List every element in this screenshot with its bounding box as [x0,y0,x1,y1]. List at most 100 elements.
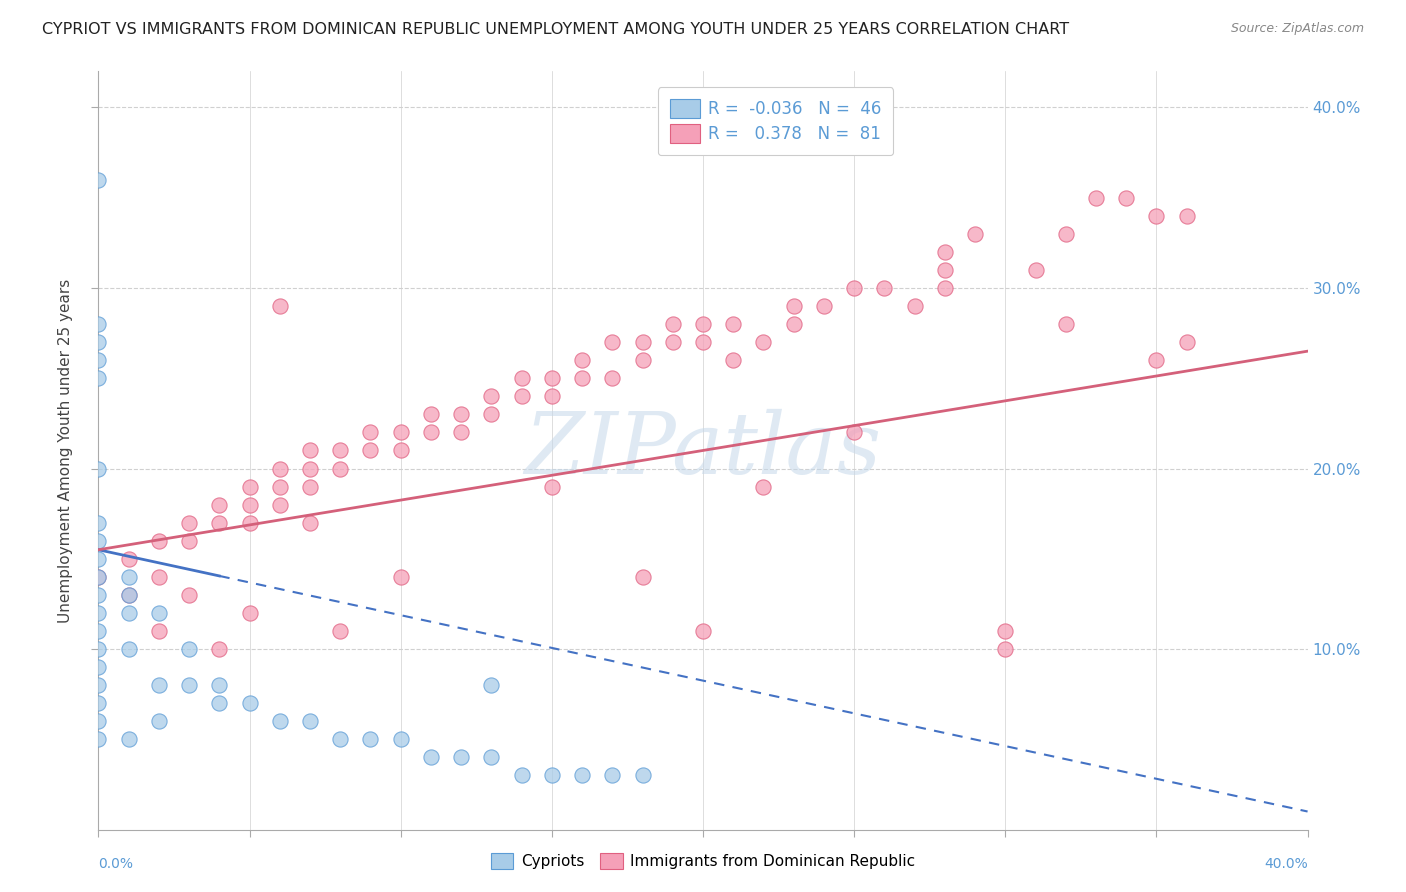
Point [1054,227,1077,241]
Point [783,299,806,313]
Point [510,768,533,782]
Point [450,408,472,422]
Point [87,570,110,584]
Point [481,408,503,422]
Point [510,389,533,403]
Point [118,606,141,620]
Point [873,281,896,295]
Point [360,732,382,747]
Point [118,570,141,584]
Point [87,696,110,710]
Point [481,678,503,692]
Point [510,371,533,385]
Point [179,588,201,602]
Point [844,281,866,295]
Point [450,750,472,764]
Point [148,678,170,692]
Point [87,606,110,620]
Point [208,516,231,530]
Point [269,299,291,313]
Point [1144,353,1167,368]
Point [631,768,654,782]
Point [148,714,170,729]
Point [87,624,110,638]
Point [118,732,141,747]
Point [420,425,443,440]
Point [299,461,322,475]
Point [87,714,110,729]
Legend: Cypriots, Immigrants from Dominican Republic: Cypriots, Immigrants from Dominican Repu… [485,847,921,875]
Point [329,443,352,458]
Point [360,425,382,440]
Point [118,642,141,657]
Point [299,443,322,458]
Point [208,696,231,710]
Point [1115,191,1137,205]
Point [692,335,714,350]
Text: 0.0%: 0.0% [98,857,134,871]
Point [239,516,262,530]
Point [934,281,956,295]
Point [965,227,987,241]
Point [87,371,110,385]
Point [179,533,201,548]
Point [87,461,110,475]
Point [602,371,624,385]
Point [87,516,110,530]
Text: 40.0%: 40.0% [1264,857,1308,871]
Point [661,317,683,331]
Point [239,498,262,512]
Point [571,768,593,782]
Point [813,299,835,313]
Point [87,172,110,186]
Point [723,353,745,368]
Point [148,624,170,638]
Point [148,533,170,548]
Point [994,624,1017,638]
Point [179,678,201,692]
Point [661,335,683,350]
Point [723,317,745,331]
Point [481,389,503,403]
Point [844,425,866,440]
Point [631,353,654,368]
Point [269,461,291,475]
Legend: R =  -0.036   N =  46, R =   0.378   N =  81: R = -0.036 N = 46, R = 0.378 N = 81 [658,87,893,155]
Point [1175,209,1198,223]
Point [87,660,110,674]
Text: Source: ZipAtlas.com: Source: ZipAtlas.com [1230,22,1364,36]
Point [208,498,231,512]
Point [269,479,291,493]
Point [540,389,562,403]
Point [934,244,956,259]
Point [540,371,562,385]
Point [1175,335,1198,350]
Y-axis label: Unemployment Among Youth under 25 years: Unemployment Among Youth under 25 years [58,278,73,623]
Point [269,498,291,512]
Point [692,624,714,638]
Text: ZIPatlas: ZIPatlas [524,409,882,491]
Point [87,732,110,747]
Point [329,461,352,475]
Point [602,335,624,350]
Point [783,317,806,331]
Point [179,642,201,657]
Point [904,299,927,313]
Point [631,335,654,350]
Point [299,516,322,530]
Point [87,588,110,602]
Point [540,768,562,782]
Point [269,714,291,729]
Point [389,732,412,747]
Point [571,353,593,368]
Point [87,335,110,350]
Point [118,588,141,602]
Text: CYPRIOT VS IMMIGRANTS FROM DOMINICAN REPUBLIC UNEMPLOYMENT AMONG YOUTH UNDER 25 : CYPRIOT VS IMMIGRANTS FROM DOMINICAN REP… [42,22,1070,37]
Point [934,263,956,277]
Point [994,642,1017,657]
Point [631,570,654,584]
Point [87,317,110,331]
Point [87,533,110,548]
Point [752,479,775,493]
Point [389,570,412,584]
